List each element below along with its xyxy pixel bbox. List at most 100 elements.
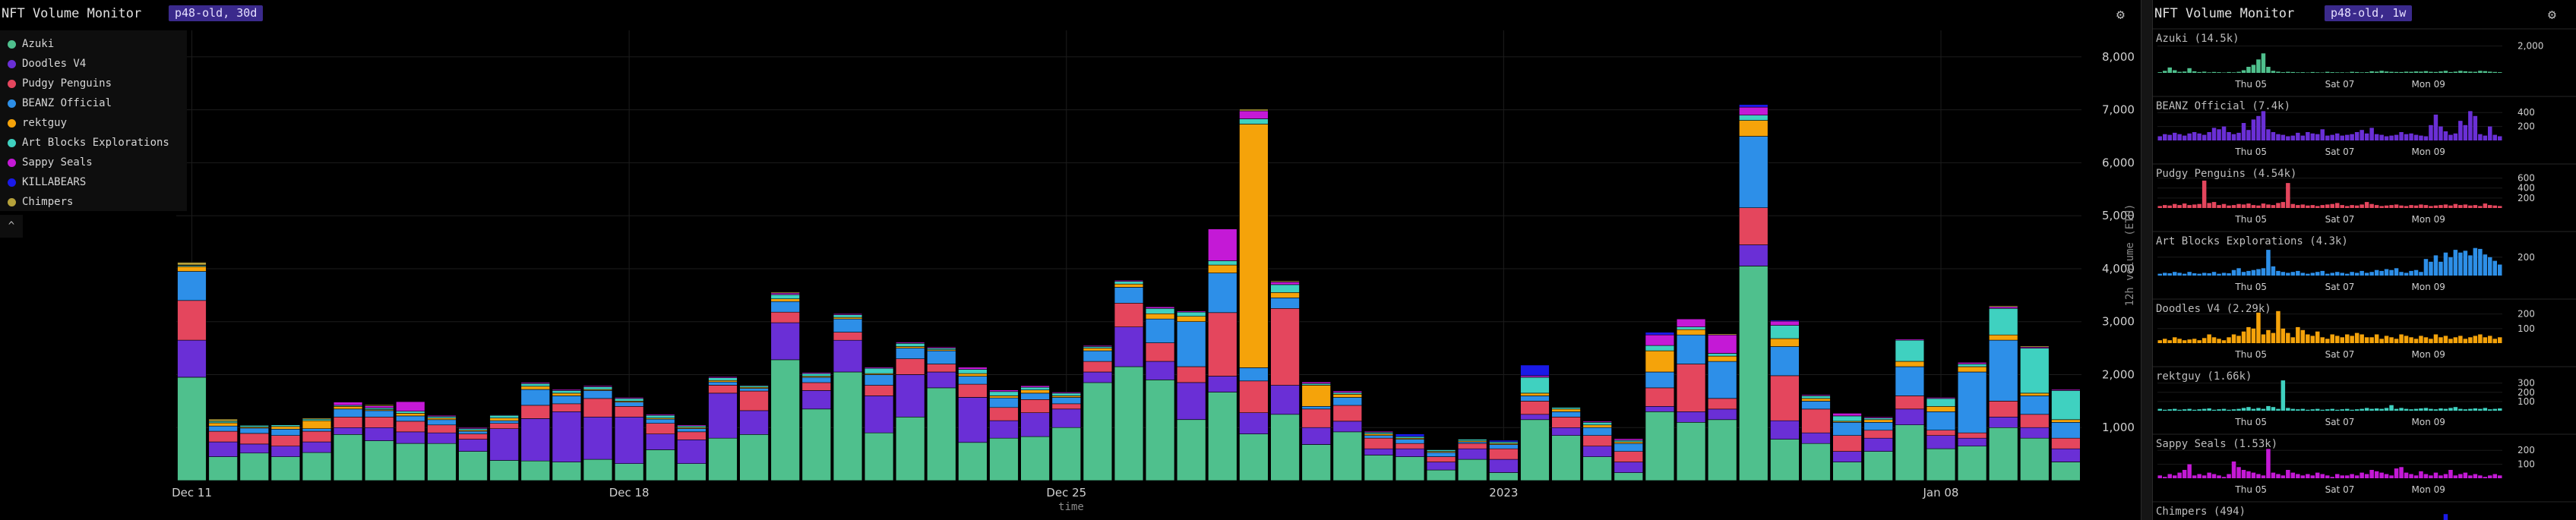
bar-segment (677, 424, 706, 427)
legend-item[interactable]: Pudgy Penguins (8, 76, 112, 91)
bar-segment (270, 456, 301, 481)
mini-bar (2478, 71, 2483, 73)
mini-bar (2173, 475, 2177, 478)
bar-segment (958, 376, 988, 385)
bar-segment (801, 408, 832, 481)
mini-bar (2345, 273, 2350, 276)
mini-bar (2433, 255, 2439, 276)
mini-bar (2300, 475, 2306, 478)
mini-bar (2423, 474, 2429, 478)
mini-y-tick-label: 200 (2518, 387, 2535, 398)
mini-bar (2290, 203, 2296, 208)
legend-item[interactable]: Sappy Seals (8, 155, 93, 170)
bar-segment (1551, 408, 1581, 412)
bar-segment (770, 311, 800, 323)
bar-segment (927, 364, 956, 373)
mini-bar (2384, 136, 2389, 140)
mini-bar (2241, 123, 2246, 140)
mini-bar (2463, 472, 2468, 478)
bar-segment (801, 390, 832, 410)
mini-bar (2453, 203, 2458, 208)
mini-bar (2286, 470, 2290, 478)
bar-segment (177, 271, 207, 301)
bar-segment (1051, 392, 1082, 394)
mini-bar (2439, 408, 2443, 411)
bar-segment (2051, 421, 2081, 439)
mini-bar (2419, 135, 2423, 140)
panel-divider[interactable] (2141, 0, 2153, 520)
mini-bar (2231, 72, 2236, 73)
mini-bar (2492, 339, 2497, 344)
bar-segment (1957, 371, 1987, 433)
mini-bar (2439, 126, 2443, 140)
side-gear-icon[interactable]: ⚙ (2548, 7, 2556, 23)
legend-item[interactable]: Doodles V4 (8, 56, 86, 71)
mini-bar (2423, 71, 2429, 73)
side-range-badge[interactable]: p48-old, 1w (2325, 5, 2413, 21)
bar-segment (552, 462, 582, 481)
bar-segment (1145, 306, 1175, 309)
legend-item[interactable]: BEANZ Official (8, 96, 112, 111)
mini-bar (2359, 334, 2364, 343)
mini-bar (2488, 205, 2492, 208)
mini-bar (2182, 71, 2187, 73)
bar-segment (1739, 120, 1768, 137)
mini-bar (2483, 203, 2488, 208)
mini-chart-title: Doodles V4 (2.29k) (2156, 303, 2271, 315)
mini-bar (2413, 475, 2419, 478)
gear-icon[interactable]: ⚙ (2116, 7, 2125, 23)
bar-segment (1458, 441, 1487, 444)
mini-bar (2177, 273, 2182, 276)
mini-x-tick-label: Mon 09 (2412, 214, 2445, 225)
legend-item[interactable]: Chimpers (8, 194, 73, 210)
bar-segment (1051, 392, 1082, 396)
mini-bar (2173, 203, 2177, 208)
mini-bar (2192, 475, 2197, 478)
bar-segment (489, 460, 519, 481)
mini-bar (2335, 72, 2340, 73)
legend-item[interactable]: KILLABEARS (8, 175, 86, 190)
mini-bar (2221, 126, 2227, 140)
bar-segment (239, 427, 269, 434)
bar-segment (1926, 411, 1956, 430)
mini-bar (2306, 132, 2310, 140)
mini-bar (2404, 408, 2409, 411)
mini-bar (2296, 72, 2300, 73)
legend-label: rektguy (22, 117, 68, 129)
legend-item[interactable]: Azuki (8, 36, 54, 52)
mini-bar (2286, 183, 2290, 208)
bar-segment (1895, 339, 1925, 341)
mini-bar (2241, 408, 2246, 411)
bar-segment (1520, 419, 1550, 481)
bar-segment (1301, 383, 1331, 386)
bar-segment (1582, 424, 1612, 428)
mini-bar (2404, 336, 2409, 343)
legend-collapse-button[interactable]: ^ (0, 215, 23, 238)
mini-bar (2306, 334, 2310, 343)
bar-segment (1520, 392, 1550, 396)
legend-item[interactable]: rektguy (8, 115, 67, 131)
mini-bar (2364, 202, 2369, 208)
mini-bar (2236, 467, 2241, 478)
mini-bar (2192, 409, 2197, 411)
mini-bar (2389, 405, 2394, 411)
y-tick-label: 7,000 (2102, 103, 2135, 117)
mini-bar (2306, 273, 2310, 276)
mini-bar (2163, 205, 2167, 208)
range-badge[interactable]: p48-old, 30d (169, 5, 264, 21)
bar-segment (427, 424, 457, 433)
mini-bar (2394, 408, 2399, 411)
mini-bar (2251, 472, 2256, 478)
mini-bar (2359, 270, 2364, 276)
bar-segment (552, 392, 582, 396)
bar-segment (1114, 287, 1144, 304)
bar-segment (1270, 284, 1300, 293)
mini-x-tick-label: Thu 05 (2234, 214, 2267, 225)
bar-segment (1770, 346, 1800, 377)
mini-bar (2290, 337, 2296, 343)
mini-bar (2330, 408, 2334, 411)
legend-item[interactable]: Art Blocks Explorations (8, 135, 169, 150)
mini-bar (2374, 134, 2379, 140)
mini-bar (2280, 272, 2286, 276)
